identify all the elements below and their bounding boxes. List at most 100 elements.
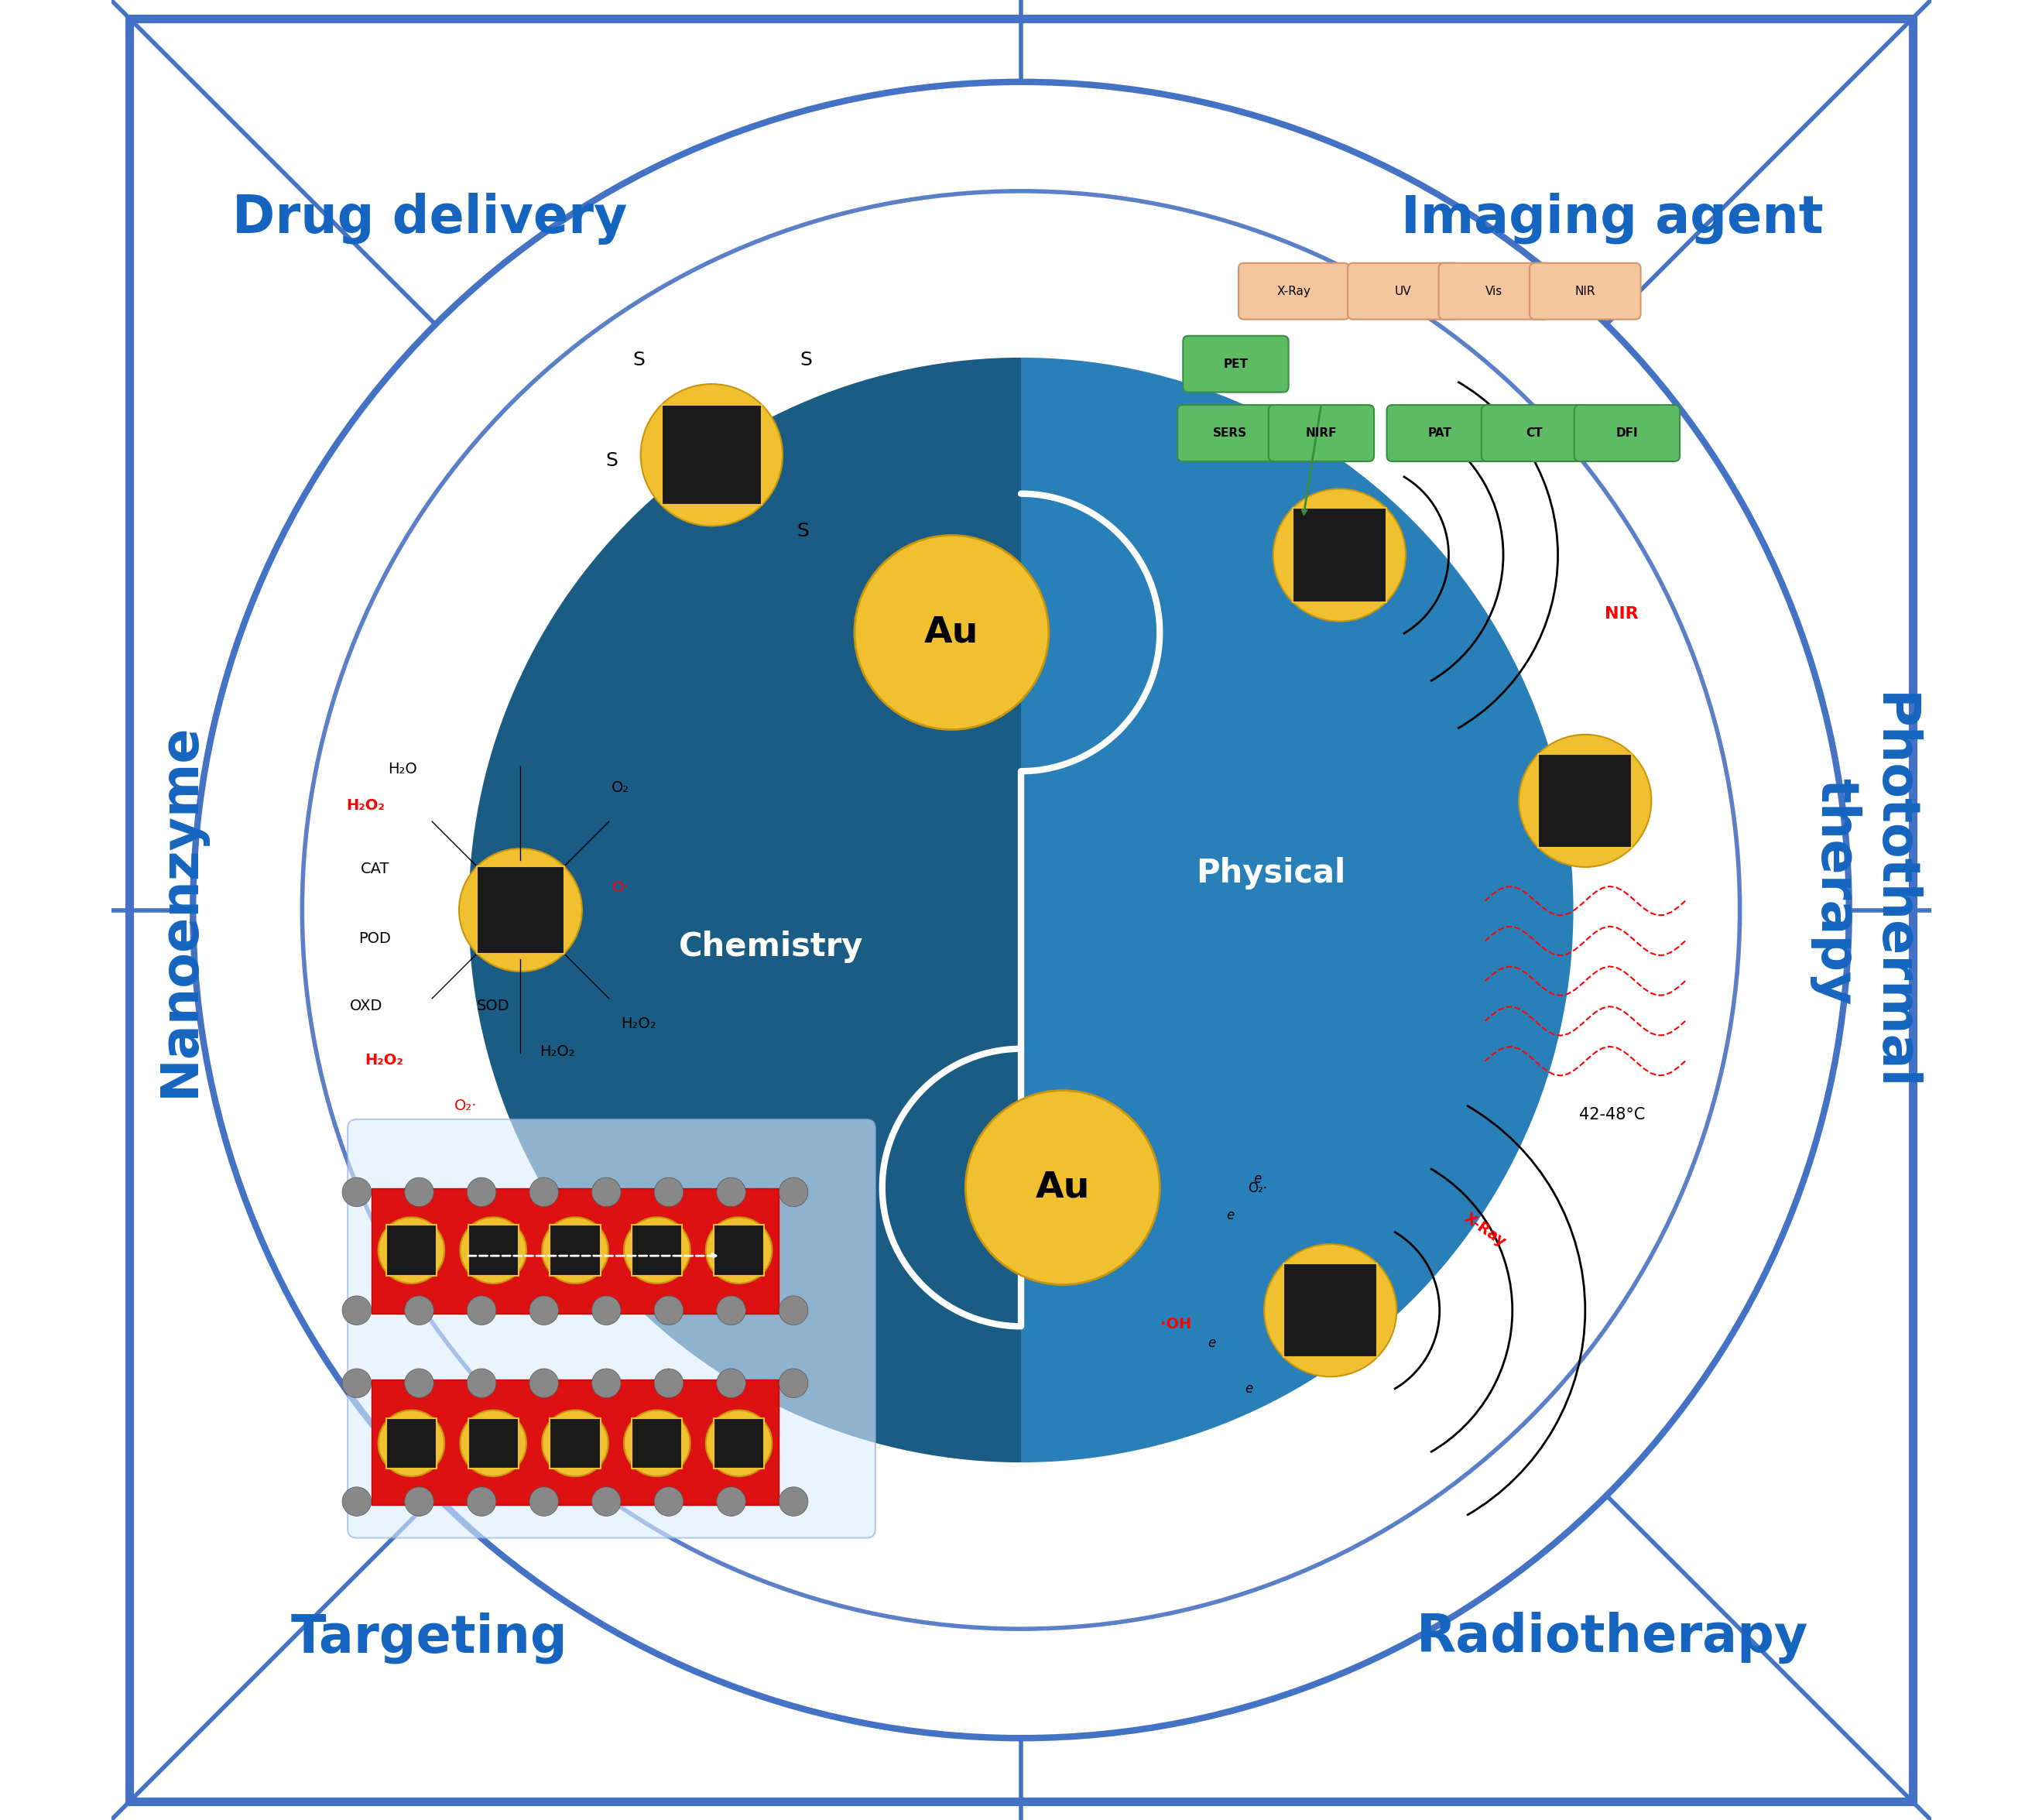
Circle shape <box>468 1296 496 1325</box>
FancyBboxPatch shape <box>1284 1263 1376 1358</box>
Text: DFI: DFI <box>1615 428 1638 439</box>
Circle shape <box>404 1296 433 1325</box>
Circle shape <box>707 1411 772 1476</box>
Text: S: S <box>800 351 813 369</box>
Polygon shape <box>1021 1048 1160 1327</box>
FancyBboxPatch shape <box>1538 753 1632 848</box>
Circle shape <box>529 1296 560 1325</box>
Text: H₂O: H₂O <box>388 763 417 777</box>
Circle shape <box>717 1369 745 1398</box>
FancyBboxPatch shape <box>713 1418 764 1469</box>
Circle shape <box>592 1296 621 1325</box>
Text: 42-48°C: 42-48°C <box>1578 1107 1646 1123</box>
Circle shape <box>343 1369 372 1398</box>
FancyBboxPatch shape <box>1440 264 1550 320</box>
Text: S: S <box>796 522 809 541</box>
FancyBboxPatch shape <box>372 1188 778 1314</box>
Text: POD: POD <box>359 932 392 946</box>
Circle shape <box>641 384 782 526</box>
Circle shape <box>468 1487 496 1516</box>
Circle shape <box>653 1369 684 1398</box>
Circle shape <box>778 1487 809 1516</box>
Text: e: e <box>1227 1208 1233 1223</box>
FancyBboxPatch shape <box>1387 406 1493 462</box>
FancyBboxPatch shape <box>1268 406 1374 462</box>
Circle shape <box>592 1487 621 1516</box>
Circle shape <box>378 1218 445 1283</box>
Circle shape <box>541 1218 609 1283</box>
FancyBboxPatch shape <box>549 1418 600 1469</box>
FancyBboxPatch shape <box>1237 264 1350 320</box>
FancyBboxPatch shape <box>1480 406 1587 462</box>
Circle shape <box>778 1178 809 1207</box>
Text: Nanoenzyme: Nanoenzyme <box>155 723 206 1097</box>
Circle shape <box>343 1487 372 1516</box>
Circle shape <box>653 1178 684 1207</box>
FancyBboxPatch shape <box>1348 264 1458 320</box>
Text: O₂·: O₂· <box>455 1099 478 1114</box>
Circle shape <box>529 1487 560 1516</box>
Text: PAT: PAT <box>1427 428 1452 439</box>
Text: S: S <box>604 451 617 470</box>
Text: Vis: Vis <box>1485 286 1503 297</box>
Text: NIR: NIR <box>1605 606 1638 622</box>
Circle shape <box>1519 735 1652 866</box>
FancyBboxPatch shape <box>662 406 762 506</box>
Text: Imaging agent: Imaging agent <box>1401 193 1824 244</box>
Polygon shape <box>1021 355 1576 1465</box>
Circle shape <box>459 1411 527 1476</box>
Text: O₂·: O₂· <box>1248 1181 1268 1196</box>
Text: NIR: NIR <box>1574 286 1595 297</box>
Text: UV: UV <box>1395 286 1411 297</box>
Circle shape <box>717 1487 745 1516</box>
Text: S: S <box>633 351 645 369</box>
FancyBboxPatch shape <box>468 1225 519 1276</box>
Circle shape <box>378 1411 445 1476</box>
Polygon shape <box>1021 493 1160 772</box>
Circle shape <box>529 1178 560 1207</box>
FancyBboxPatch shape <box>1178 406 1282 462</box>
Circle shape <box>653 1296 684 1325</box>
FancyBboxPatch shape <box>549 1225 600 1276</box>
FancyBboxPatch shape <box>476 866 564 954</box>
FancyBboxPatch shape <box>468 1418 519 1469</box>
Text: Photothermal
therapy: Photothermal therapy <box>1809 693 1917 1090</box>
Circle shape <box>343 1178 372 1207</box>
Circle shape <box>459 1218 527 1283</box>
Text: SOD: SOD <box>476 999 510 1014</box>
Text: OXD: OXD <box>349 999 382 1014</box>
Circle shape <box>194 82 1848 1738</box>
Text: SERS: SERS <box>1213 428 1248 439</box>
Circle shape <box>1274 490 1405 621</box>
Circle shape <box>962 573 1080 692</box>
FancyBboxPatch shape <box>631 1225 682 1276</box>
Text: CT: CT <box>1525 428 1542 439</box>
Text: PET: PET <box>1223 359 1248 369</box>
Text: ·OH: ·OH <box>1160 1318 1190 1332</box>
FancyBboxPatch shape <box>1182 335 1289 393</box>
Text: Radiotherapy: Radiotherapy <box>1417 1613 1809 1663</box>
Circle shape <box>625 1218 690 1283</box>
Text: e: e <box>1209 1336 1217 1350</box>
Circle shape <box>404 1487 433 1516</box>
Circle shape <box>592 1369 621 1398</box>
Text: X-Ray: X-Ray <box>1462 1210 1509 1250</box>
Text: Physical: Physical <box>1197 857 1346 890</box>
Polygon shape <box>882 1048 1021 1327</box>
FancyBboxPatch shape <box>631 1418 682 1469</box>
Circle shape <box>778 1296 809 1325</box>
Text: O₂: O₂ <box>613 781 629 795</box>
Circle shape <box>653 1487 684 1516</box>
Text: CAT: CAT <box>361 863 390 877</box>
Text: NIRF: NIRF <box>1305 428 1338 439</box>
Circle shape <box>966 1090 1160 1285</box>
Circle shape <box>962 1128 1080 1247</box>
FancyBboxPatch shape <box>372 1380 778 1505</box>
Text: Au: Au <box>1035 1170 1090 1205</box>
FancyBboxPatch shape <box>347 1119 876 1538</box>
Polygon shape <box>882 493 1021 772</box>
Text: Drug delivery: Drug delivery <box>233 193 627 244</box>
FancyBboxPatch shape <box>386 1225 437 1276</box>
Circle shape <box>717 1296 745 1325</box>
FancyBboxPatch shape <box>386 1418 437 1469</box>
